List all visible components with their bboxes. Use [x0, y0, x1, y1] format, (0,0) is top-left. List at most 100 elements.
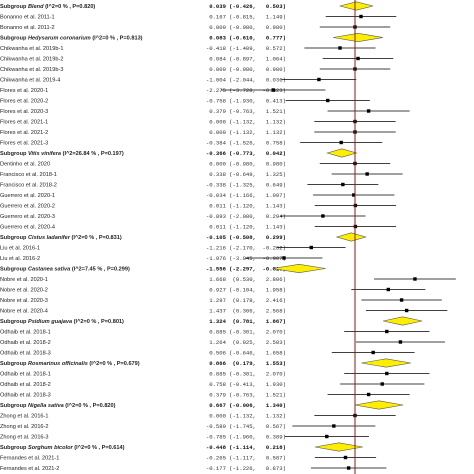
effect-estimate: 0.927 — [209, 287, 226, 294]
ci-upper: 1.553) — [266, 360, 286, 367]
pooled-diamond — [361, 358, 411, 368]
study-row: Chikwanha et al. 2019b-2 0.084 (-0.897, 1.0… — [0, 56, 394, 63]
effect-marker — [398, 340, 403, 344]
ci-lower: (-0.006, — [229, 402, 256, 409]
ci-upper: 0.503) — [266, 3, 286, 10]
effect-estimate: -0.366 — [206, 150, 227, 157]
effect-marker — [321, 214, 325, 218]
ci-upper: 0.567) — [266, 423, 286, 430]
study-label: Zhong et al. 2016-1 — [0, 414, 49, 420]
study-row: Odhaib et al. 2018-3 0.506 (-0.646, 1.658) — [0, 350, 415, 357]
pooled-diamond — [326, 148, 358, 158]
effect-marker — [399, 298, 404, 302]
ci-lower: (-2.170, — [229, 245, 256, 252]
effect-marker — [365, 172, 369, 176]
ci-lower: (-3.728, — [229, 87, 256, 94]
ci-upper: 0.777) — [266, 35, 286, 42]
effect-marker — [341, 182, 345, 187]
study-label: Odhaib et al. 2018-2 — [0, 382, 51, 388]
effect-estimate: 0.000 — [209, 119, 226, 126]
ci-lower: (-1.745, — [229, 423, 256, 430]
effect-marker — [338, 46, 342, 50]
subgroup-label: Subgroup Castanea sativa (I^2=7.45 % , P… — [0, 267, 130, 273]
effect-estimate: 0.379 — [209, 392, 226, 399]
ci-lower: (0.178, — [233, 297, 257, 304]
study-label: Odhaib et al. 2018-3 — [0, 393, 51, 399]
ci-upper: 1.132) — [266, 413, 286, 420]
effect-marker — [386, 287, 391, 292]
study-row: Chikwanha et al. 2019-4 -1.004 (-2.044, 0.0… — [0, 77, 357, 84]
ci-upper: 0.649) — [266, 182, 286, 189]
ci-lower: (-0.508, — [229, 234, 256, 241]
effect-estimate: 1.297 — [209, 297, 226, 304]
study-label: Flores et al. 2020-2 — [0, 99, 48, 105]
pooled-diamond — [333, 32, 383, 43]
ci-lower: (-0.980, — [229, 161, 256, 168]
effect-estimate: -0.265 — [206, 455, 226, 462]
ci-lower: (-1.132, — [229, 129, 256, 136]
study-label: Flores et al. 2021-3 — [0, 141, 48, 147]
ci-upper: 0.218) — [266, 444, 286, 451]
effect-estimate: 0.866 — [209, 360, 226, 367]
subgroup-label: Subgroup Vitis vinifera (I^2=26.84 % , P… — [0, 151, 124, 157]
subgroup-label: Subgroup Sorghum bicolor (I^2=0 % , P=0.… — [0, 445, 125, 451]
pooled-diamond — [354, 400, 404, 410]
study-row: Dentinho et al. 2020 0.000 (-0.980, 0.980) — [0, 161, 391, 168]
ci-lower: (-1.120, — [229, 224, 256, 231]
study-row: Flores et al. 2020-1-2.275(-3.728,-0.823… — [0, 87, 326, 94]
ci-upper: 0.042) — [266, 150, 286, 157]
study-row: Nobre et al. 2020-2 0.927 (-0.104, 1.958) — [0, 287, 426, 294]
study-row: Nobre et al. 2020-1 1.668 (0.530, 2.806) — [0, 276, 456, 283]
ci-lower: (-0.980, — [229, 66, 256, 73]
study-row: Nobre et al. 2020-3 1.297 (0.178, 2.416) — [0, 297, 442, 304]
ci-lower: (-0.897, — [229, 56, 256, 63]
subgroup-row: Subgroup Sorghum bicolor (I^2=0 % , P=0.… — [0, 442, 363, 452]
ci-upper: 0.572) — [266, 45, 286, 52]
study-row: Flores et al. 2020-3 0.379 (-0.763, 1.521) — [0, 108, 410, 115]
ci-lower: (-0.649, — [229, 171, 256, 178]
study-row: Odhaib et al. 2018-1 0.885 (-0.301, 2.070) — [0, 371, 430, 378]
ci-upper: 0.980) — [266, 161, 286, 168]
ci-lower: (-0.413, — [229, 381, 256, 388]
effect-marker — [385, 371, 389, 376]
effect-estimate: -1.004 — [206, 77, 227, 84]
study-label: Odhaib et al. 2018-1 — [0, 372, 51, 378]
ci-lower: (-0.646, — [229, 350, 256, 357]
ci-lower: (-0.815, — [229, 14, 256, 21]
subgroup-label: Subgroup Cistus ladanifer (I^2=0 % , P=0… — [0, 235, 122, 241]
ci-upper: 2.568) — [266, 308, 286, 315]
study-row: Nobre et al. 2020-4 1.437 (0.306, 2.568) — [0, 308, 448, 315]
effect-marker — [343, 455, 348, 460]
effect-marker — [282, 256, 286, 260]
effect-marker — [366, 109, 371, 113]
effect-marker — [326, 98, 330, 103]
ci-upper: 2.070) — [266, 371, 286, 378]
study-row: Guerrero et al. 2020-3 -0.893 (-2.080, 0.29… — [0, 213, 366, 220]
effect-estimate: -0.785 — [206, 434, 226, 441]
ci-upper: 0.413) — [266, 98, 286, 105]
effect-estimate: 0.084 — [209, 56, 226, 63]
effect-estimate: 0.083 — [209, 35, 226, 42]
effect-estimate: 0.011 — [209, 224, 226, 231]
effect-estimate: 0.379 — [209, 108, 226, 115]
study-label: Nobre et al. 2020-2 — [0, 288, 48, 294]
study-label: Flores et al. 2021-1 — [0, 120, 48, 126]
effect-marker — [356, 56, 360, 61]
effect-estimate: 0.885 — [209, 329, 226, 336]
ci-lower: (0.781, — [233, 318, 257, 325]
effect-estimate: 0.000 — [209, 24, 226, 31]
study-row: Bonanno et al. 2011-2 0.000 (-0.980, 0.980) — [0, 24, 391, 31]
ci-lower: (0.179, — [233, 360, 257, 367]
study-label: Bonanno et al. 2011-1 — [0, 15, 55, 21]
study-label: Bonanno et al. 2011-2 — [0, 25, 55, 31]
effect-marker — [346, 466, 351, 470]
subgroup-row: Subgroup Hedysarum coronarium (I^2=0 % ,… — [0, 32, 383, 43]
effect-estimate: 1.324 — [209, 318, 226, 325]
effect-marker — [385, 329, 389, 334]
effect-marker — [309, 245, 313, 250]
pooled-diamond — [335, 232, 367, 242]
ci-lower: (-0.104, — [229, 287, 256, 294]
subgroup-row: Subgroup Cistus ladanifer (I^2=0 % , P=0… — [0, 232, 367, 242]
pooled-diamond — [383, 316, 423, 326]
subgroup-label: Subgroup Rosmarinus officinalis (I^2=0 %… — [0, 361, 140, 367]
